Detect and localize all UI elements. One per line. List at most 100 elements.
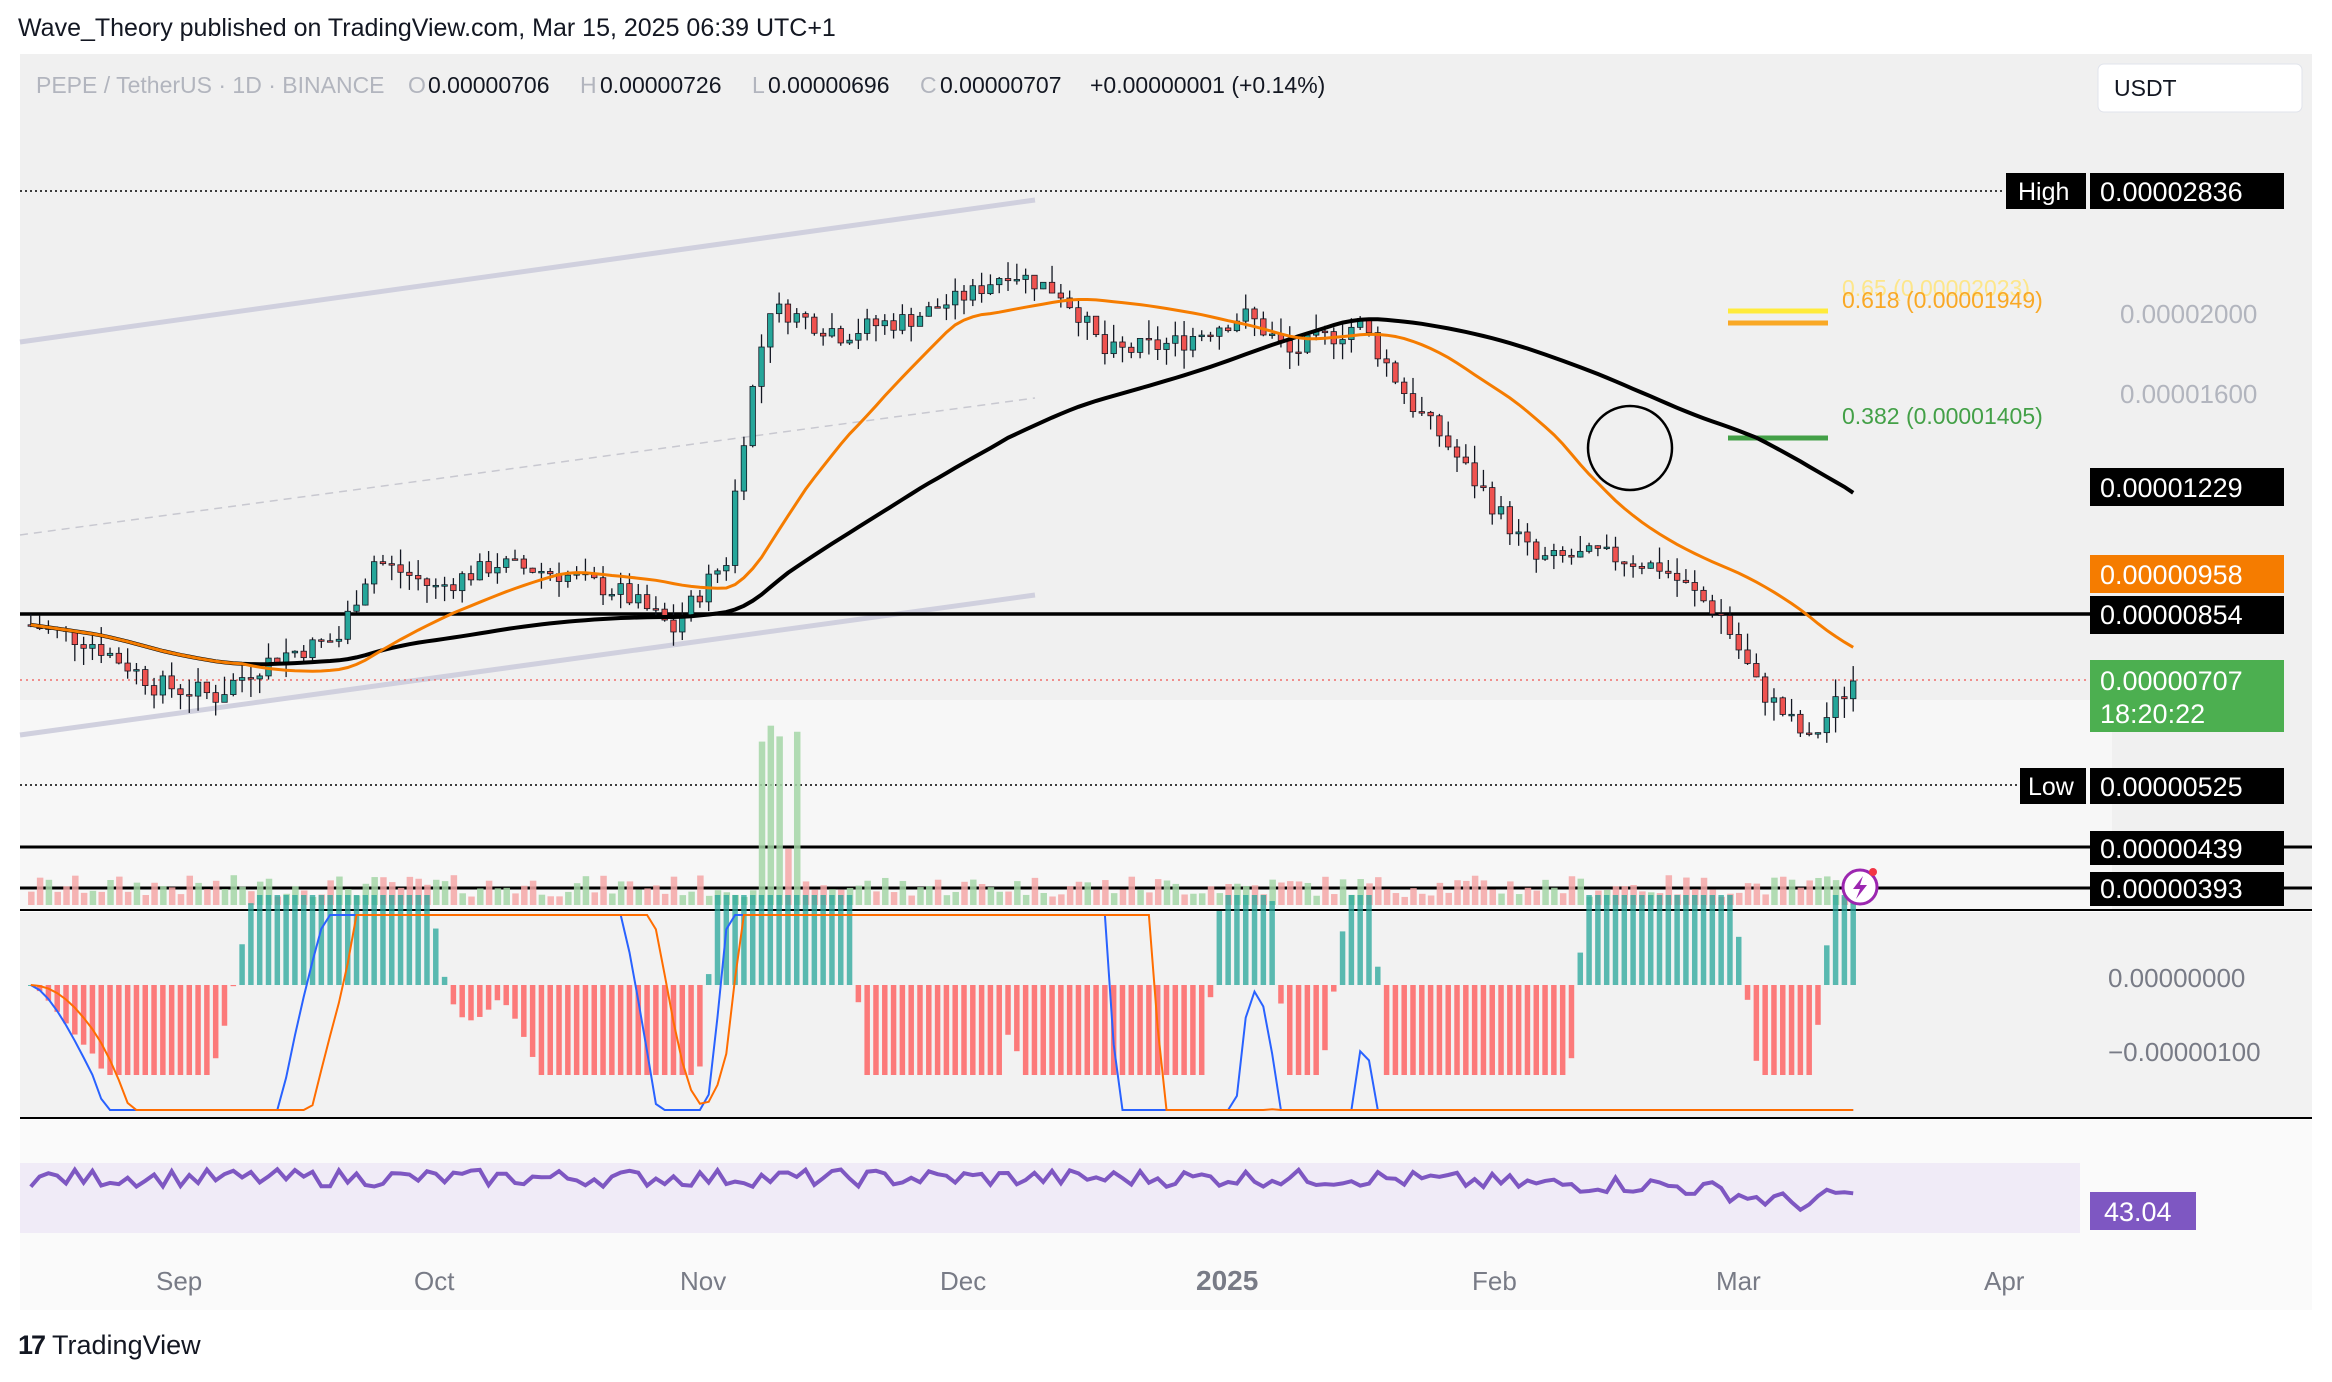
- candle-body: [520, 558, 527, 569]
- ma200-price-label: [2090, 468, 2284, 506]
- candle-body: [643, 594, 651, 610]
- macd-bar: [661, 985, 668, 1075]
- volume-bar: [1665, 875, 1673, 905]
- candle-body: [406, 571, 413, 576]
- fib-0618-label: 0.618 (0.00001949): [1842, 287, 2043, 313]
- macd-bar: [1797, 985, 1804, 1075]
- legend-l-value: 0.00000696: [768, 72, 890, 98]
- macd-bar: [1022, 985, 1029, 1075]
- volume-bar: [1084, 882, 1092, 905]
- macd-bar: [116, 985, 122, 1075]
- volume-bar: [1454, 880, 1461, 905]
- volume-bar: [80, 892, 88, 905]
- legend-o-value: 0.00000706: [428, 72, 550, 98]
- macd-bar: [1753, 985, 1760, 1061]
- candle-body: [309, 639, 316, 659]
- macd-bar: [186, 985, 193, 1075]
- macd-bar: [1815, 985, 1821, 1025]
- candle-body: [1726, 615, 1734, 635]
- macd-bar: [670, 985, 677, 1075]
- candle-body: [908, 314, 915, 327]
- macd-bar: [230, 985, 237, 987]
- candle-body: [115, 652, 122, 664]
- macd-bar: [1366, 895, 1372, 985]
- volume-bar: [336, 876, 343, 905]
- candle-body: [1814, 732, 1822, 735]
- publisher-header: Wave_Theory published on TradingView.com…: [18, 14, 836, 42]
- macd-bar: [864, 985, 870, 1075]
- volume-bar: [494, 888, 502, 905]
- volume-bar: [450, 875, 458, 905]
- volume-bar: [785, 848, 792, 905]
- macd-bar: [1736, 936, 1742, 985]
- currency-button-label: USDT: [2114, 75, 2177, 101]
- volume-bar: [952, 891, 959, 905]
- candlestick-series[interactable]: [27, 262, 1857, 743]
- macd-bar: [1119, 985, 1126, 1075]
- volume-bar: [1489, 889, 1496, 905]
- volume-bar: [987, 887, 995, 905]
- volume-bar: [124, 891, 132, 905]
- candle-body: [1788, 713, 1795, 717]
- volume-bar: [1700, 877, 1708, 905]
- candle-body: [159, 675, 167, 696]
- volume-bar: [1683, 877, 1690, 905]
- macd-bar: [336, 895, 342, 985]
- volume-bar: [1366, 883, 1373, 905]
- macd-bar: [300, 895, 307, 985]
- candle-body: [1216, 327, 1223, 337]
- volume-bar: [1762, 894, 1769, 905]
- volume-bar: [1014, 881, 1021, 905]
- macd-bar: [926, 985, 932, 1075]
- candle-body: [177, 688, 184, 696]
- candle-body: [1762, 676, 1769, 703]
- currency-button[interactable]: [2097, 63, 2303, 113]
- macd-bar: [1727, 895, 1733, 985]
- macd-bar: [98, 985, 104, 1069]
- candle-body: [89, 644, 96, 649]
- candle-body: [450, 584, 457, 592]
- candle-body: [1735, 634, 1742, 651]
- candle-body: [1057, 292, 1064, 299]
- rsi-line: [29, 1166, 1854, 1213]
- volume-bar: [485, 880, 493, 905]
- macd-bar: [934, 985, 941, 1075]
- macd-bar: [855, 985, 862, 1003]
- macd-bar: [908, 985, 914, 1075]
- macd-bar: [1181, 985, 1187, 1075]
- time-axis-label: Nov: [680, 1266, 726, 1296]
- candle-body: [1770, 697, 1778, 703]
- macd-bar: [327, 895, 333, 985]
- candle-body: [1401, 381, 1408, 395]
- macd-bar: [732, 895, 738, 985]
- macd-bar: [468, 985, 474, 1021]
- macd-bar: [177, 985, 184, 1075]
- volume-bar: [1383, 889, 1391, 905]
- macd-bar: [829, 895, 835, 985]
- candle-body: [793, 313, 800, 323]
- macd-bar: [1295, 985, 1302, 1075]
- candle-body: [1700, 589, 1707, 602]
- volume-bar: [477, 888, 484, 905]
- candle-body: [687, 595, 695, 618]
- volume-bar: [1832, 880, 1840, 905]
- volume-bar: [177, 894, 185, 905]
- legend-h-value: 0.00000726: [600, 72, 722, 98]
- candle-body: [1806, 732, 1813, 735]
- candle-body: [379, 561, 387, 565]
- notification-dot: [1869, 868, 1877, 876]
- volume-bar: [1146, 892, 1153, 905]
- legend-o-label: O: [408, 72, 426, 98]
- macd-bar: [362, 895, 369, 985]
- candle-body: [626, 583, 633, 604]
- volume-bar: [1005, 891, 1012, 905]
- time-axis[interactable]: Sep Oct Nov Dec 2025 Feb Mar Apr: [156, 1265, 2025, 1296]
- macd-bar: [1780, 985, 1786, 1075]
- macd-bar: [1322, 985, 1328, 1051]
- volume-bar: [415, 878, 422, 905]
- channel-upper-line: [19, 197, 1036, 345]
- volume-bar: [441, 881, 449, 905]
- time-axis-label: Apr: [1984, 1266, 2025, 1296]
- macd-bar: [160, 985, 166, 1075]
